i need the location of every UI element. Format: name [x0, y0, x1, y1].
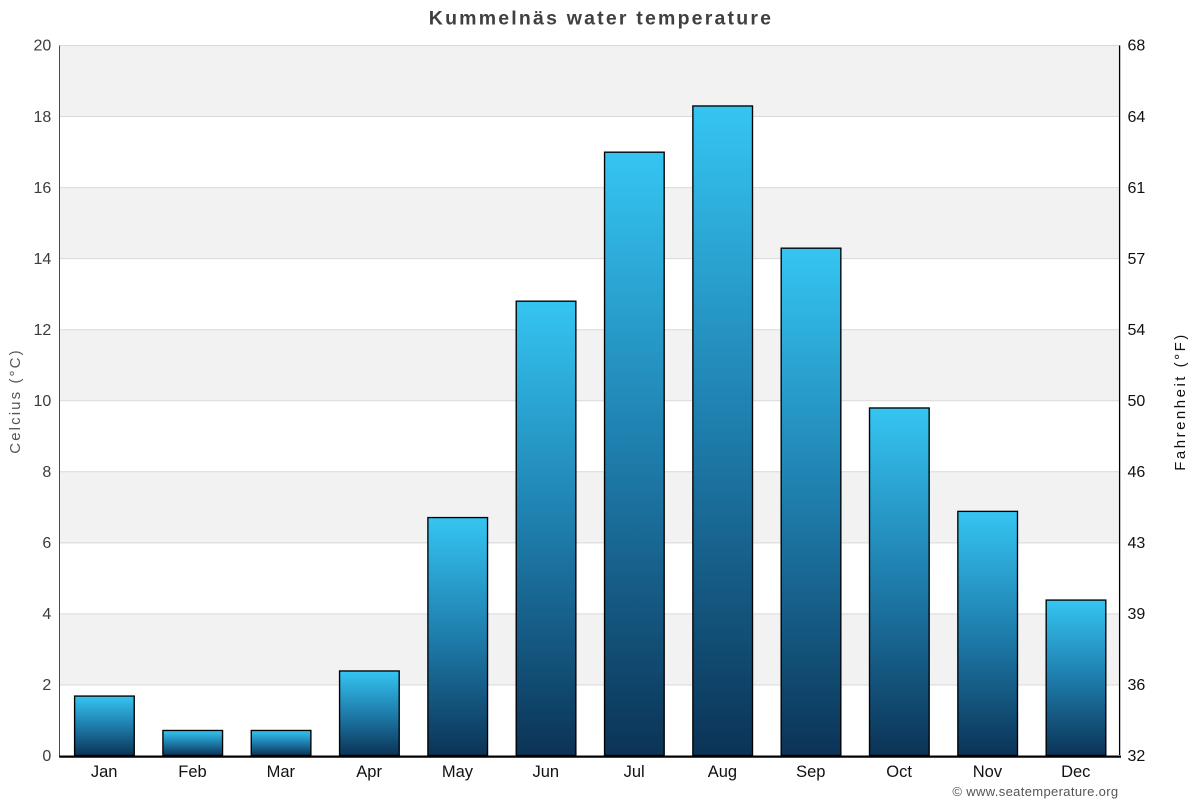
svg-text:Oct: Oct — [886, 763, 912, 781]
svg-text:54: 54 — [1128, 322, 1146, 339]
svg-text:32: 32 — [1128, 748, 1146, 765]
svg-text:36: 36 — [1128, 677, 1146, 694]
svg-text:Feb: Feb — [178, 763, 206, 781]
svg-text:Celcius (°C): Celcius (°C) — [7, 348, 24, 453]
svg-text:50: 50 — [1128, 393, 1146, 410]
svg-text:Jan: Jan — [91, 763, 118, 781]
svg-text:46: 46 — [1128, 464, 1146, 481]
svg-text:© www.seatemperature.org: © www.seatemperature.org — [952, 784, 1118, 799]
svg-text:2: 2 — [42, 677, 51, 694]
svg-text:64: 64 — [1128, 109, 1146, 126]
svg-text:Nov: Nov — [973, 763, 1003, 781]
svg-text:Kummelnäs water temperature: Kummelnäs water temperature — [429, 8, 773, 30]
svg-text:Jun: Jun — [532, 763, 559, 781]
svg-text:10: 10 — [34, 393, 52, 410]
svg-text:39: 39 — [1128, 606, 1146, 623]
svg-text:43: 43 — [1128, 535, 1146, 552]
svg-text:16: 16 — [34, 180, 52, 197]
svg-text:18: 18 — [34, 109, 52, 126]
svg-text:Mar: Mar — [267, 763, 296, 781]
svg-text:Dec: Dec — [1061, 763, 1090, 781]
svg-text:Fahrenheit (°F): Fahrenheit (°F) — [1172, 332, 1189, 471]
svg-text:0: 0 — [42, 748, 51, 765]
svg-text:4: 4 — [42, 606, 51, 623]
svg-text:Sep: Sep — [796, 763, 825, 781]
svg-text:68: 68 — [1128, 38, 1146, 55]
svg-text:12: 12 — [34, 322, 52, 339]
svg-text:14: 14 — [34, 251, 52, 268]
svg-text:20: 20 — [34, 38, 52, 55]
svg-text:6: 6 — [42, 535, 51, 552]
svg-text:Jul: Jul — [624, 763, 645, 781]
svg-text:61: 61 — [1128, 180, 1146, 197]
svg-text:Aug: Aug — [708, 763, 737, 781]
svg-text:57: 57 — [1128, 251, 1146, 268]
svg-text:8: 8 — [42, 464, 51, 481]
svg-text:May: May — [442, 763, 474, 781]
svg-text:Apr: Apr — [356, 763, 382, 781]
